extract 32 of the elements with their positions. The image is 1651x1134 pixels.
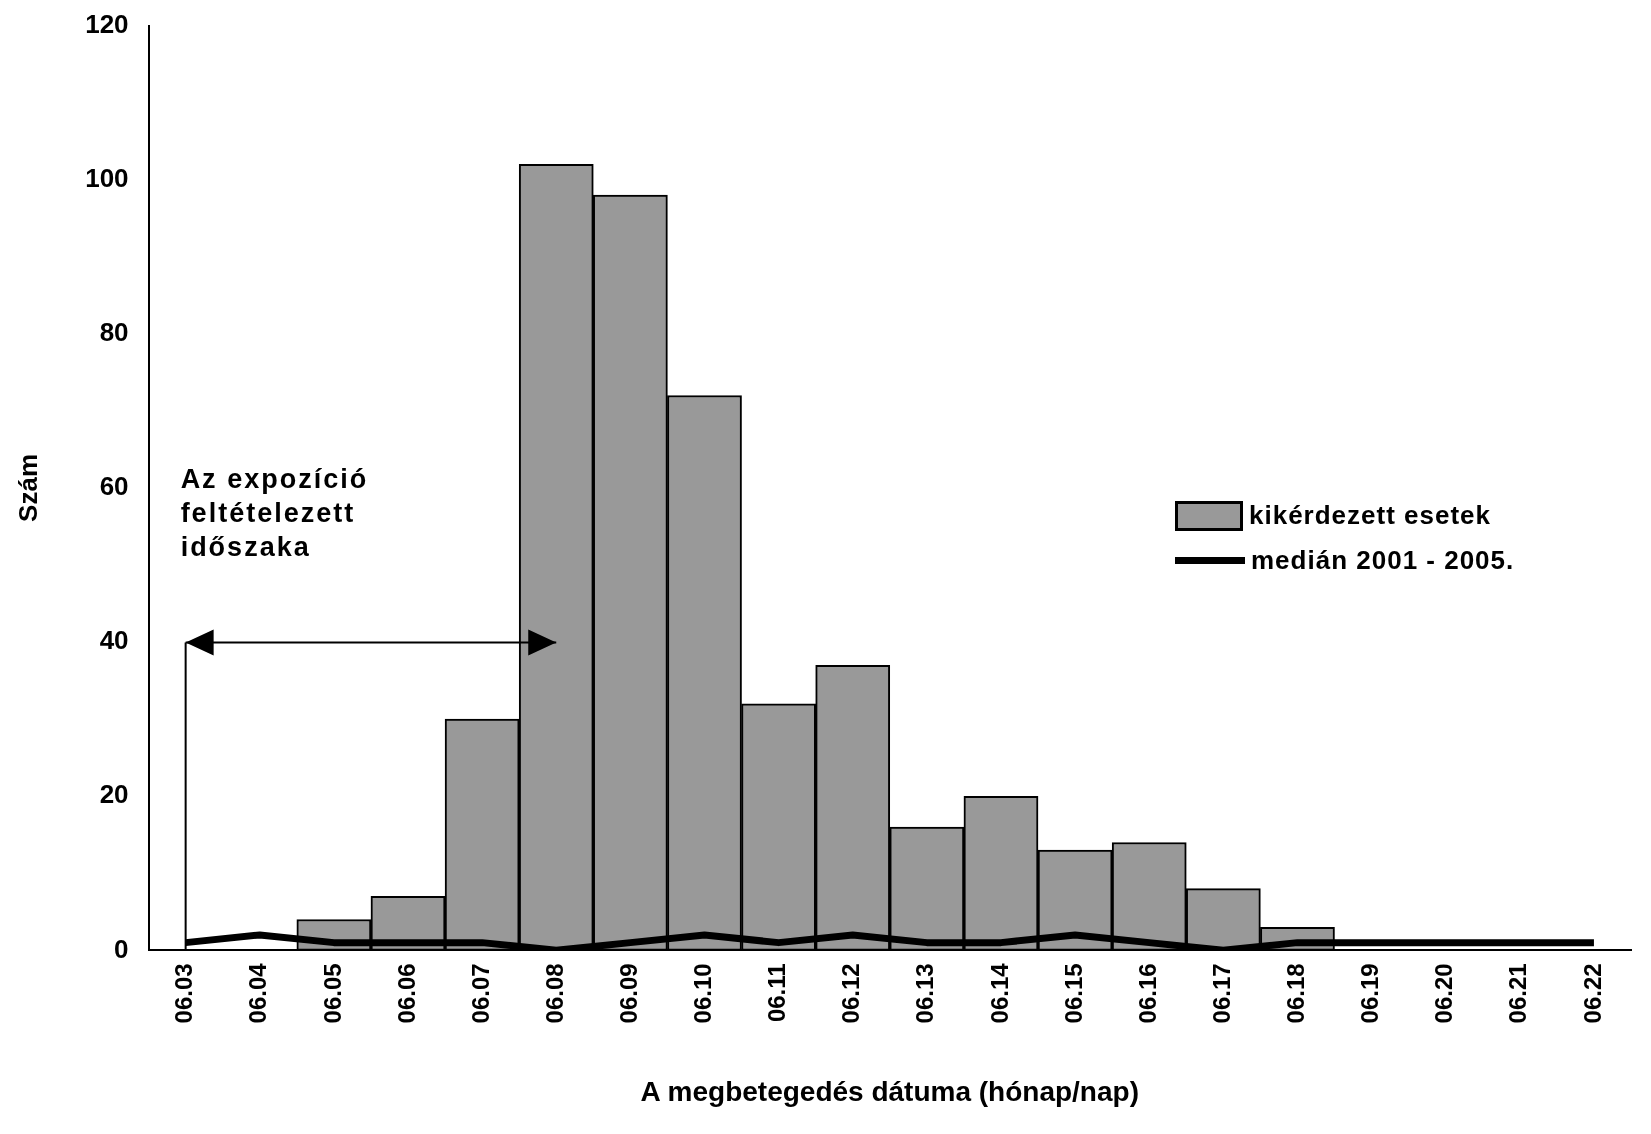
y-tick-label: 80	[99, 317, 129, 348]
y-tick-label: 40	[99, 625, 129, 656]
x-tick-label: 06.10	[689, 963, 717, 1024]
x-tick-label: 06.07	[466, 963, 494, 1024]
y-tick-label: 0	[114, 933, 129, 964]
y-tick-label: 100	[85, 162, 129, 193]
x-axis-title: A megbetegedés dátuma (hónap/nap)	[640, 1075, 1139, 1107]
x-tick-label: 06.17	[1207, 963, 1235, 1024]
x-tick-label: 06.20	[1430, 963, 1458, 1024]
x-tick-label: 06.12	[837, 963, 865, 1024]
x-tick-label: 06.13	[911, 963, 939, 1024]
x-tick-label: 06.15	[1059, 963, 1087, 1024]
x-tick-label: 06.16	[1133, 963, 1161, 1024]
legend-label: kikérdezett esetek	[1249, 500, 1492, 531]
annotation: Az expozíció feltételezett időszaka	[180, 463, 370, 565]
legend-label: medián 2001 - 2005.	[1251, 545, 1515, 576]
x-tick-label: 06.06	[392, 963, 420, 1024]
x-tick-label: 06.14	[985, 962, 1013, 1024]
x-tick-label: 06.21	[1504, 963, 1532, 1024]
x-tick-label: 06.22	[1578, 963, 1606, 1024]
x-tick-label: 06.05	[318, 963, 346, 1024]
x-tick-label: 06.18	[1282, 963, 1310, 1024]
y-tick-label: 120	[85, 8, 129, 39]
y-tick-label: 20	[99, 779, 129, 810]
x-tick-label: 06.19	[1356, 963, 1384, 1024]
x-tick-label: 06.09	[614, 963, 642, 1024]
x-tick-label: 06.03	[170, 963, 198, 1024]
x-tick-label: 06.04	[244, 962, 272, 1024]
y-axis-title: Szám	[12, 454, 43, 522]
x-tick-label: 06.08	[540, 963, 568, 1024]
y-tick-label: 60	[99, 471, 129, 502]
x-tick-label: 06.11	[763, 963, 791, 1023]
